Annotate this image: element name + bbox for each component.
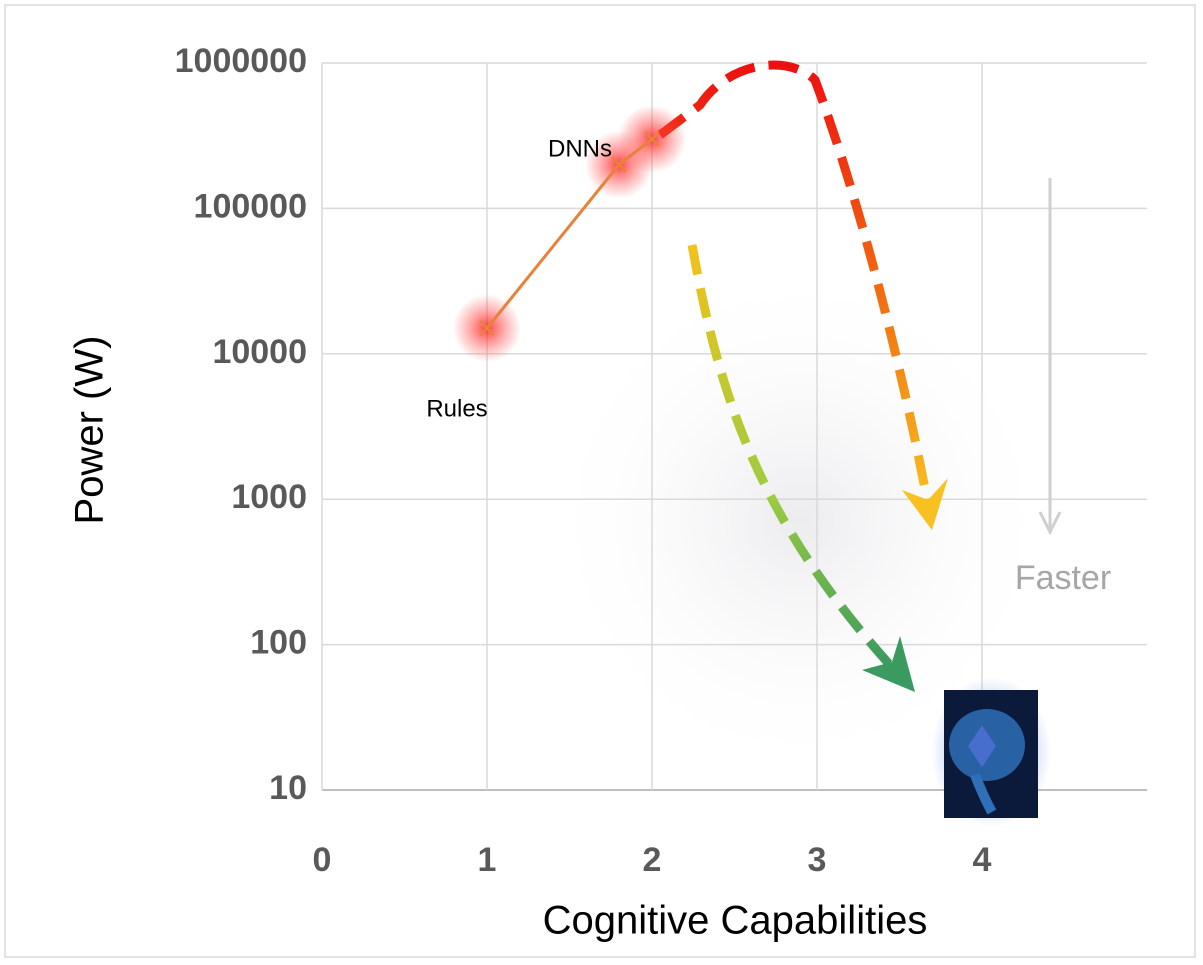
- annotation: DNNs: [548, 135, 612, 162]
- x-tick-label: 4: [973, 841, 992, 879]
- y-tick-label: 100000: [194, 187, 307, 225]
- annotation: Faster: [1015, 559, 1111, 597]
- x-tick-label: 1: [478, 841, 497, 879]
- x-tick-label: 2: [643, 841, 662, 879]
- y-tick-label: 100: [250, 624, 307, 662]
- y-tick-label: 1000000: [175, 42, 307, 80]
- chart: Power (W) Cognitive Capabilities 1010010…: [0, 0, 1203, 965]
- x-tick-label: 0: [313, 841, 332, 879]
- x-axis-title: Cognitive Capabilities: [543, 899, 928, 943]
- y-tick-label: 10: [269, 769, 307, 807]
- annotation: Rules: [426, 395, 487, 422]
- x-tick-label: 3: [808, 841, 827, 879]
- y-tick-label: 10000: [212, 333, 307, 371]
- y-tick-label: 1000: [231, 478, 307, 516]
- y-axis-title: Power (W): [68, 336, 112, 525]
